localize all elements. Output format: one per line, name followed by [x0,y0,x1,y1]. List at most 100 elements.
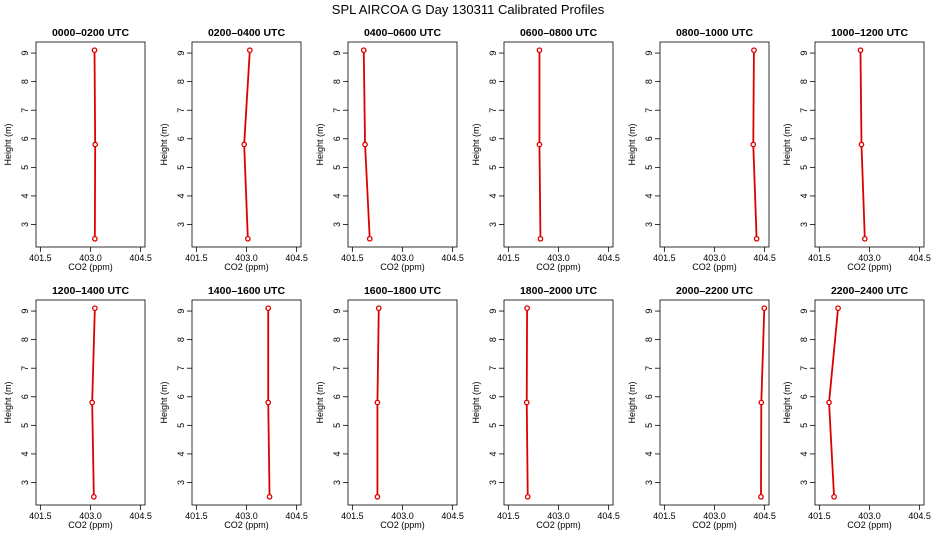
data-point [241,141,248,148]
data-point [91,47,98,54]
profile-panel-9: 1600–1800 UTC 401.5 403.0 404.5 CO2 (ppm) 3 4 5… [315,285,464,530]
data-point [857,47,864,54]
y-axis-label: Height (m) [159,381,169,423]
y-axis-label: Height (m) [3,123,13,165]
x-tick-label: 401.5 [808,253,831,263]
y-tick-label: 5 [20,165,30,170]
y-tick-label: 7 [799,366,809,371]
y-tick-label: 3 [488,222,498,227]
panel-title: 1600–1800 UTC [364,285,441,297]
y-tick-label: 7 [488,366,498,371]
y-tick-label: 9 [20,51,30,56]
panel-title: 1200–1400 UTC [52,285,129,297]
y-tick-label: 9 [799,309,809,314]
data-point [89,399,96,406]
x-tick-label: 404.5 [285,253,308,263]
data-point [265,399,272,406]
data-point [524,305,530,312]
y-axis-label: Height (m) [3,381,13,423]
x-tick-label: 401.5 [185,511,208,521]
y-tick-label: 8 [488,337,498,342]
x-tick-label: 403.0 [547,253,570,263]
x-tick-label: 404.5 [129,511,152,521]
data-point [366,235,373,242]
y-tick-label: 6 [644,394,654,399]
y-tick-label: 4 [644,451,654,456]
y-tick-label: 6 [20,394,30,399]
x-axis-label: CO2 (ppm) [692,520,737,530]
y-tick-label: 9 [644,309,654,314]
y-tick-label: 6 [799,136,809,141]
data-point [751,47,757,54]
x-tick-label: 403.0 [391,253,414,263]
panel-title: 0800–1000 UTC [676,27,753,39]
y-tick-label: 4 [799,193,809,198]
x-tick-label: 404.5 [441,253,464,263]
x-tick-label: 404.5 [441,511,464,521]
x-axis-label: CO2 (ppm) [68,520,113,530]
x-tick-label: 401.5 [341,253,364,263]
y-tick-label: 9 [332,51,342,56]
y-tick-label: 3 [20,222,30,227]
x-tick-label: 404.5 [285,511,308,521]
x-tick-label: 403.0 [79,511,102,521]
profile-panel-1: 0000–0200 UTC 401.5 403.0 404.5 CO2 (ppm) 3 4 5… [3,27,152,272]
profile-panel-7: 1200–1400 UTC 401.5 403.0 404.5 CO2 (ppm) 3 4 5… [3,285,152,530]
x-axis-label: CO2 (ppm) [224,262,269,272]
x-axis-label: CO2 (ppm) [380,262,425,272]
y-tick-label: 4 [332,451,342,456]
y-tick-label: 8 [332,337,342,342]
data-point [537,235,544,242]
data-point [375,305,382,312]
x-tick-label: 403.0 [703,253,726,263]
profile-panel-8: 1400–1600 UTC 401.5 403.0 404.5 CO2 (ppm) 3 4 5… [159,285,308,530]
x-tick-label: 403.0 [703,511,726,521]
y-tick-label: 8 [799,337,809,342]
y-tick-label: 3 [799,480,809,485]
y-tick-label: 3 [332,222,342,227]
panel-title: 0400–0600 UTC [364,27,441,39]
x-tick-label: 401.5 [341,511,364,521]
y-tick-label: 4 [20,451,30,456]
y-tick-label: 7 [644,108,654,113]
x-tick-label: 404.5 [908,511,931,521]
x-axis-label: CO2 (ppm) [380,520,425,530]
y-tick-label: 3 [644,480,654,485]
y-tick-label: 6 [332,394,342,399]
y-tick-label: 5 [20,423,30,428]
y-tick-label: 6 [488,394,498,399]
y-tick-label: 5 [176,165,186,170]
y-tick-label: 9 [644,51,654,56]
y-tick-label: 6 [176,394,186,399]
data-point [835,305,841,312]
figure-title: SPL AIRCOA G Day 130311 Calibrated Profi… [331,2,605,17]
y-tick-label: 5 [488,165,498,170]
data-point [750,141,757,148]
y-tick-label: 6 [644,136,654,141]
y-tick-label: 9 [488,51,498,56]
y-tick-label: 7 [644,366,654,371]
plot-frame [35,41,146,248]
plot-frame [814,41,925,248]
y-tick-label: 9 [176,51,186,56]
panel-title: 0600–0800 UTC [520,27,597,39]
x-tick-label: 404.5 [908,253,931,263]
data-point [761,305,768,312]
y-tick-label: 5 [488,423,498,428]
y-tick-label: 6 [176,136,186,141]
y-tick-label: 5 [332,423,342,428]
x-axis-label: CO2 (ppm) [224,520,269,530]
y-tick-label: 6 [488,136,498,141]
y-tick-label: 9 [799,51,809,56]
panel-title: 2000–2200 UTC [676,285,753,297]
data-point [826,399,832,406]
y-tick-label: 8 [488,79,498,84]
y-axis-label: Height (m) [782,123,792,165]
x-tick-label: 401.5 [497,511,520,521]
x-tick-label: 403.0 [547,511,570,521]
data-point [758,493,764,500]
y-tick-label: 5 [332,165,342,170]
y-tick-label: 4 [176,193,186,198]
y-tick-label: 6 [20,136,30,141]
